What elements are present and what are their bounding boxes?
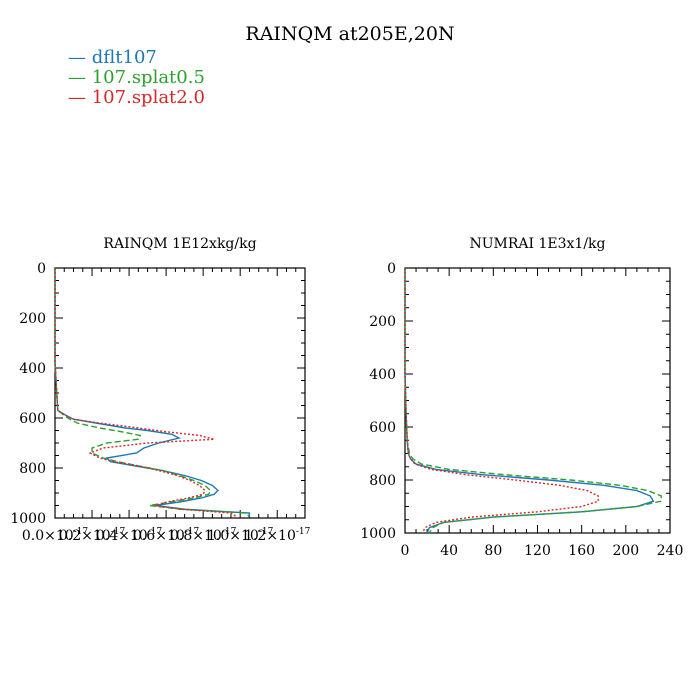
- series-line-dflt107: [404, 268, 655, 534]
- series-line-dflt107: [54, 268, 251, 517]
- legend-dash-icon: —: [68, 67, 92, 88]
- x-tick-label: 0.6×10-17: [133, 527, 200, 544]
- y-tick-label: 0: [387, 261, 396, 277]
- plot-frame: [404, 267, 671, 534]
- y-tick-label: 800: [369, 473, 396, 489]
- y-tick-label: 600: [369, 420, 396, 436]
- x-tick-label: 160: [568, 543, 595, 559]
- y-tick-label: 400: [19, 361, 46, 377]
- x-tick-label: 80: [484, 543, 502, 559]
- y-tick-label: 600: [19, 411, 46, 427]
- y-tick-label: 800: [19, 461, 46, 477]
- panel-title: RAINQM 1E12xkg/kg: [103, 236, 256, 252]
- x-tick-label: 240: [657, 543, 684, 559]
- page-title: RAINQM at205E,20N: [245, 23, 454, 45]
- legend-label: dflt107: [91, 47, 157, 68]
- y-tick-label: 0: [37, 261, 46, 277]
- series-line-107.splat0.5: [54, 268, 250, 518]
- legend-dash-icon: —: [68, 87, 92, 108]
- x-tick-label: 0: [401, 543, 410, 559]
- legend: — dflt107 — 107.splat0.5 — 107.splat2.0: [68, 48, 205, 108]
- y-tick-label: 200: [19, 311, 46, 327]
- y-tick-label: 200: [369, 314, 396, 330]
- y-tick-label: 400: [369, 367, 396, 383]
- series-line-107.splat0.5: [404, 268, 662, 534]
- x-tick-label: 40: [440, 543, 458, 559]
- x-tick-label: 0.8×10-17: [170, 527, 237, 544]
- legend-entry-dflt107: — dflt107: [68, 48, 205, 68]
- x-tick-label: 1.0×10-17: [207, 527, 274, 544]
- x-tick-label: 0.2×10-17: [59, 527, 126, 544]
- x-tick-label: 1.2×10-17: [244, 527, 311, 544]
- legend-entry-splat0.5: — 107.splat0.5: [68, 68, 205, 88]
- series-line-107.splat2.0: [404, 268, 599, 534]
- y-tick-label: 1000: [360, 526, 396, 542]
- numrai-panel: NUMRAI 1E3x1/kg 0 200 400 600 800 1000 0 40 80 120…: [360, 236, 683, 559]
- rainqm-panel: RAINQM 1E12xkg/kg 0 200 400 600 800 10000.0×10…: [10, 236, 310, 544]
- x-tick-label: 0.0×10-17: [22, 527, 89, 544]
- plot-frame: [54, 267, 306, 519]
- x-tick-label: 120: [524, 543, 551, 559]
- legend-entry-splat2.0: — 107.splat2.0: [68, 88, 205, 108]
- panel-title: NUMRAI 1E3x1/kg: [469, 236, 605, 252]
- y-tick-label: 1000: [10, 511, 46, 527]
- x-tick-label: 200: [612, 543, 639, 559]
- series-line-107.splat2.0: [54, 268, 237, 518]
- x-tick-label: 0.4×10-17: [96, 527, 163, 544]
- legend-label: 107.splat2.0: [91, 87, 205, 108]
- legend-dash-icon: —: [68, 47, 92, 68]
- legend-label: 107.splat0.5: [91, 67, 205, 88]
